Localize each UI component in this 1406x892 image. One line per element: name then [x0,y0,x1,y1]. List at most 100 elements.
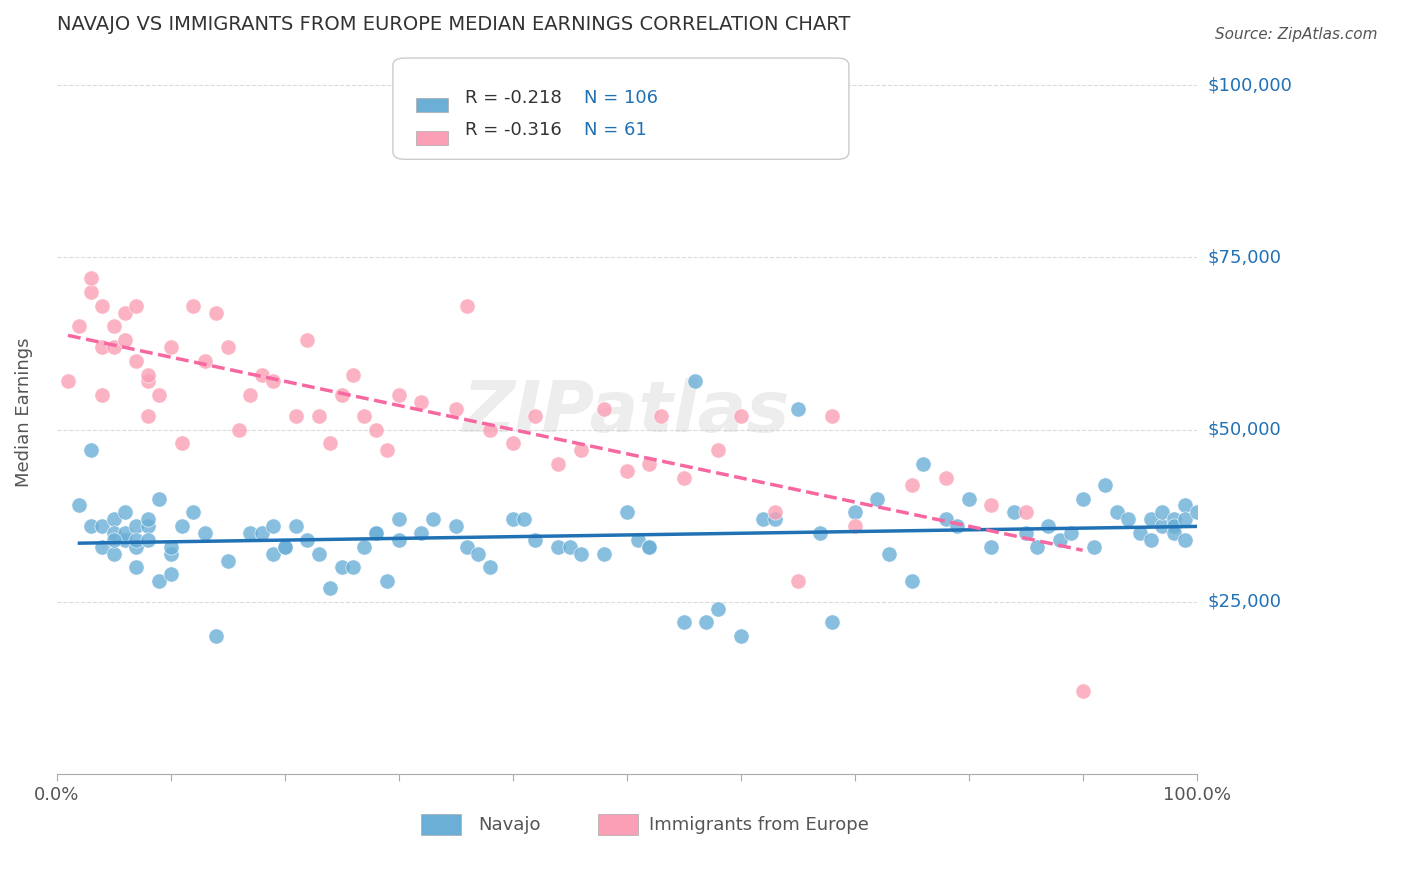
Point [273,540,295,554]
Point [672,615,695,630]
Text: NAVAJO VS IMMIGRANTS FROM EUROPE MEDIAN EARNINGS CORRELATION CHART: NAVAJO VS IMMIGRANTS FROM EUROPE MEDIAN … [56,15,851,34]
Point [103,319,125,334]
Point [285,409,308,423]
Point [330,388,353,402]
Point [1002,505,1025,519]
Point [821,615,844,630]
Point [125,353,148,368]
Point [444,402,467,417]
Point [1129,525,1152,540]
Point [375,443,398,458]
Point [422,512,444,526]
Point [980,540,1002,554]
Point [821,409,844,423]
Point [638,457,661,471]
Point [250,525,273,540]
Point [730,409,752,423]
Text: $100,000: $100,000 [1208,77,1292,95]
Point [627,533,650,547]
Point [80,285,103,299]
Point [297,533,319,547]
Point [308,409,330,423]
Point [148,574,170,589]
Point [91,299,114,313]
Point [478,423,501,437]
Point [375,574,398,589]
Text: R = -0.218: R = -0.218 [465,89,561,107]
Point [56,375,79,389]
Point [592,547,614,561]
Point [353,540,375,554]
Point [1049,533,1071,547]
Text: R = -0.316: R = -0.316 [465,121,561,139]
Point [205,305,228,319]
Point [262,519,284,533]
Point [136,533,159,547]
Point [900,574,922,589]
Point [707,443,730,458]
Point [1060,525,1083,540]
Point [1014,525,1036,540]
Point [456,540,478,554]
Point [125,299,148,313]
Text: ZIPatlas: ZIPatlas [463,378,790,447]
Point [467,547,489,561]
Point [239,388,262,402]
Point [125,560,148,574]
Text: Source: ZipAtlas.com: Source: ZipAtlas.com [1215,27,1378,42]
Point [569,547,592,561]
Point [217,340,239,354]
Text: $75,000: $75,000 [1208,249,1282,267]
FancyBboxPatch shape [416,130,447,145]
Text: $25,000: $25,000 [1208,593,1282,611]
Point [183,299,205,313]
Point [478,560,501,574]
FancyBboxPatch shape [392,58,849,160]
Point [136,512,159,526]
Point [502,512,524,526]
Text: $50,000: $50,000 [1208,421,1281,439]
Point [763,505,786,519]
Point [1105,505,1128,519]
Point [980,499,1002,513]
Point [114,505,136,519]
Point [547,457,569,471]
Point [844,505,866,519]
Point [114,305,136,319]
Point [1185,505,1208,519]
Point [456,299,478,313]
Point [1083,540,1105,554]
Point [1071,491,1094,506]
Point [1014,505,1036,519]
Point [592,402,614,417]
Point [547,540,569,554]
Point [1163,519,1185,533]
Point [411,395,433,409]
Point [616,505,638,519]
Point [558,540,581,554]
Point [297,333,319,347]
Point [1140,533,1163,547]
Point [1152,505,1174,519]
Point [900,477,922,491]
Point [273,540,295,554]
Point [91,340,114,354]
Point [752,512,775,526]
Point [616,464,638,478]
Point [114,333,136,347]
Point [319,436,342,450]
Point [569,443,592,458]
Point [364,525,387,540]
Point [170,519,193,533]
Point [136,519,159,533]
Point [672,471,695,485]
Point [1174,512,1197,526]
Point [388,512,411,526]
Point [524,533,547,547]
Point [228,423,250,437]
Point [217,553,239,567]
FancyBboxPatch shape [598,814,638,836]
FancyBboxPatch shape [422,814,461,836]
Y-axis label: Median Earnings: Median Earnings [15,338,32,487]
Point [1116,512,1139,526]
